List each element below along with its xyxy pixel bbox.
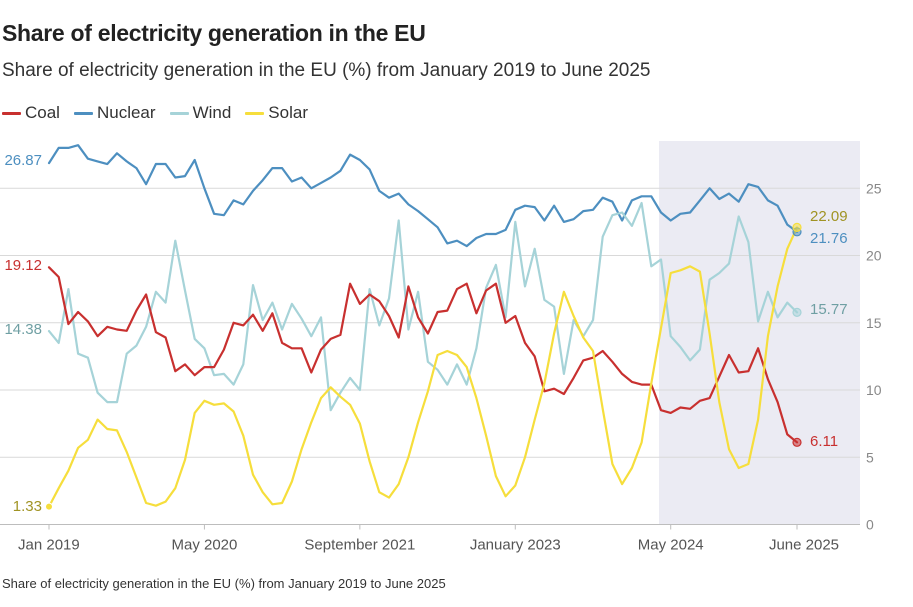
- chart-subtitle: Share of electricity generation in the E…: [2, 60, 651, 81]
- shaded-region: [659, 141, 860, 525]
- x-tick-label: May 2024: [638, 537, 704, 554]
- end-label-solar: 22.09: [810, 208, 848, 225]
- x-tick-label: January 2023: [470, 537, 561, 554]
- series-line-coal: [47, 266, 799, 444]
- x-tick-label: September 2021: [304, 537, 415, 554]
- end-label-nuclear: 21.76: [810, 230, 848, 247]
- start-label-solar: 1.33: [13, 498, 42, 515]
- series-line-nuclear: [47, 144, 799, 248]
- legend-swatch-coal: [2, 111, 21, 115]
- start-marker-solar: [45, 502, 53, 511]
- legend-label-coal: Coal: [25, 103, 60, 122]
- legend-swatch-wind: [169, 111, 189, 115]
- legend-label-nuclear: Nuclear: [96, 103, 156, 122]
- y-tick-label: 5: [866, 449, 874, 465]
- legend-swatch-nuclear: [73, 111, 93, 115]
- legend-item-wind[interactable]: Wind: [169, 103, 232, 123]
- start-label-nuclear: 26.87: [4, 152, 42, 169]
- end-marker-wind: [792, 307, 802, 317]
- chart-legend: Coal Nuclear Wind Solar: [2, 103, 308, 123]
- y-tick-label: 15: [866, 315, 882, 331]
- y-tick-label: 20: [866, 248, 882, 264]
- legend-item-nuclear[interactable]: Nuclear: [73, 103, 156, 123]
- y-tick-label: 25: [866, 180, 882, 196]
- x-tick-label: May 2020: [171, 537, 237, 554]
- end-label-wind: 15.77: [810, 301, 848, 318]
- end-marker-solar: [792, 222, 802, 232]
- start-label-coal: 19.12: [4, 257, 42, 274]
- legend-swatch-solar: [245, 111, 265, 115]
- legend-item-coal[interactable]: Coal: [2, 103, 60, 123]
- series-line-solar: [47, 226, 799, 508]
- chart-footer: Share of electricity generation in the E…: [2, 576, 446, 591]
- legend-label-wind: Wind: [192, 103, 232, 122]
- legend-label-solar: Solar: [268, 103, 308, 122]
- end-marker-coal: [792, 437, 802, 447]
- chart-title: Share of electricity generation in the E…: [2, 20, 426, 46]
- y-tick-label: 10: [866, 382, 882, 398]
- x-tick-label: Jan 2019: [18, 537, 80, 554]
- end-label-coal: 6.11: [810, 433, 838, 450]
- start-label-wind: 14.38: [4, 321, 42, 338]
- y-tick-label: 0: [866, 517, 874, 533]
- x-tick-label: June 2025: [769, 537, 839, 554]
- legend-item-solar[interactable]: Solar: [245, 103, 308, 123]
